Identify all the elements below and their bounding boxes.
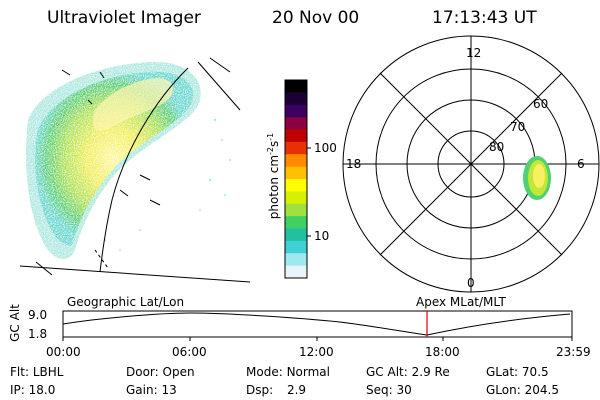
orbit-right-title: Apex MLat/MLT (416, 295, 506, 309)
colorbar-band (285, 179, 307, 192)
colorbar-band (285, 228, 307, 242)
info-ip: IP: 18.0 (10, 383, 56, 397)
info-seq: Seq: 30 (366, 383, 412, 397)
colorbar-label: photon cm-2s-1 (266, 132, 281, 220)
polar-lat-70: 70 (510, 120, 526, 134)
orbit-ylabel: GC Alt (8, 304, 22, 342)
colorbar-band (285, 203, 307, 217)
orbit-ticks (62, 337, 573, 341)
instrument-title: Ultraviolet Imager (47, 8, 201, 28)
colorbar-band (285, 154, 307, 168)
colorbar-band (285, 104, 307, 118)
orbit-ytick-bottom: 1.8 (28, 327, 48, 341)
info-glat: GLat: 70.5 (486, 365, 549, 379)
polar-lat-60: 60 (533, 97, 549, 111)
colorbar-band (285, 141, 307, 155)
polar-plot (342, 35, 600, 293)
polar-label-0: 0 (467, 276, 475, 290)
colorbar-band (285, 80, 307, 93)
info-gc-alt: GC Alt: 2.9 Re (366, 365, 450, 379)
info-flt: Flt: LBHL (10, 365, 64, 379)
orbit-xtick-2359: 23:59 (556, 345, 591, 359)
orbit-altitude-curve (62, 312, 571, 336)
orbit-plot-frame (62, 310, 573, 338)
polar-label-12: 12 (466, 46, 482, 60)
colorbar-frame (284, 79, 308, 279)
colorbar-band (285, 129, 307, 143)
colorbar-band (285, 253, 307, 267)
colorbar-band (285, 191, 307, 205)
orbit-xtick-1200: 12:00 (299, 345, 334, 359)
colorbar-band (285, 240, 307, 254)
colorbar-band (285, 216, 307, 229)
info-gain: Gain: 13 (126, 383, 177, 397)
polar-lat-80: 80 (489, 140, 505, 154)
info-mode: Mode: Normal (246, 365, 330, 379)
colorbar-band (285, 166, 307, 180)
colorbar-band (285, 92, 307, 106)
info-dsp: Dsp: 2.9 (246, 383, 307, 397)
auroral-image (26, 61, 231, 260)
orbit-left-title: Geographic Lat/Lon (67, 295, 185, 309)
polar-aurora-patch (523, 156, 551, 200)
orbit-xtick-0600: 06:00 (172, 345, 207, 359)
polar-label-18: 18 (346, 157, 362, 171)
orbit-xtick-1800: 18:00 (425, 345, 460, 359)
colorbar-band (285, 117, 307, 130)
date-label: 20 Nov 00 (272, 8, 360, 28)
orbit-ytick-top: 9.0 (28, 308, 48, 322)
map-overlay-lines (19, 57, 251, 283)
info-glon: GLon: 204.5 (486, 383, 559, 397)
colorbar-tick-100: 100 (314, 141, 337, 155)
orbit-xtick-0000: 00:00 (46, 345, 81, 359)
colorbar-band (285, 265, 307, 279)
colorbar-tick-10: 10 (314, 229, 330, 243)
time-label: 17:13:43 UT (432, 8, 537, 28)
colorbar (285, 80, 307, 279)
polar-label-6: 6 (577, 157, 585, 171)
info-door: Door: Open (126, 365, 195, 379)
